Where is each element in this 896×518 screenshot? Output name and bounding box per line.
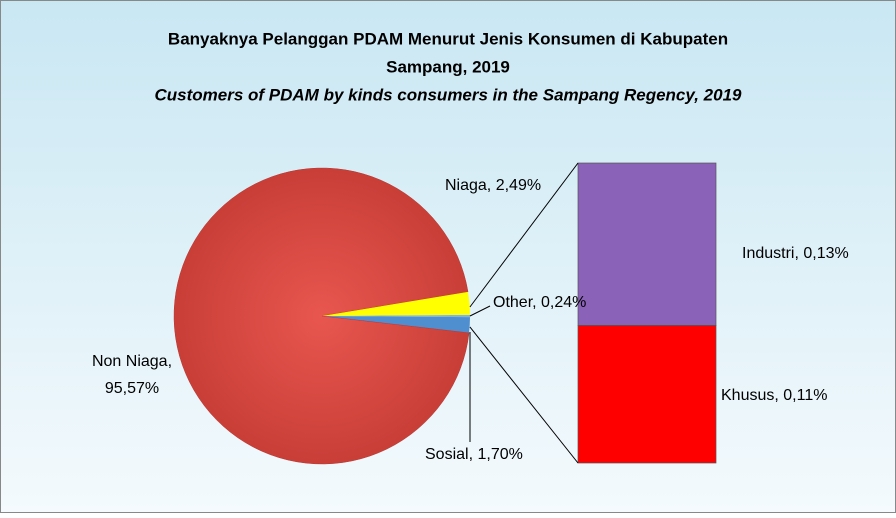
data-label-line: 95,57% — [105, 380, 159, 397]
data-label: Industri, 0,13% — [742, 245, 849, 262]
leader-line — [469, 305, 491, 317]
pie-slice — [322, 314, 470, 318]
connector-line — [469, 326, 579, 464]
data-label: Niaga, 2,49% — [445, 177, 541, 194]
chart-title: Banyaknya Pelanggan PDAM Menurut Jenis K… — [168, 29, 728, 48]
data-label-line: Non Niaga, — [92, 353, 172, 370]
chart-subtitle: Customers of PDAM by kinds consumers in … — [155, 85, 743, 104]
data-label: Non Niaga, 95,57% — [92, 353, 172, 397]
data-label: Other, 0,24% — [493, 294, 586, 311]
chart-title: Sampang, 2019 — [386, 57, 510, 76]
connector-line — [469, 162, 579, 308]
pie-slice — [173, 167, 470, 465]
bar-segment — [577, 162, 717, 326]
pie-slice — [322, 291, 470, 316]
bar-segment — [577, 325, 717, 464]
data-label: Sosial, 1,70% — [425, 446, 523, 463]
data-label: Khusus, 0,11% — [721, 387, 827, 404]
